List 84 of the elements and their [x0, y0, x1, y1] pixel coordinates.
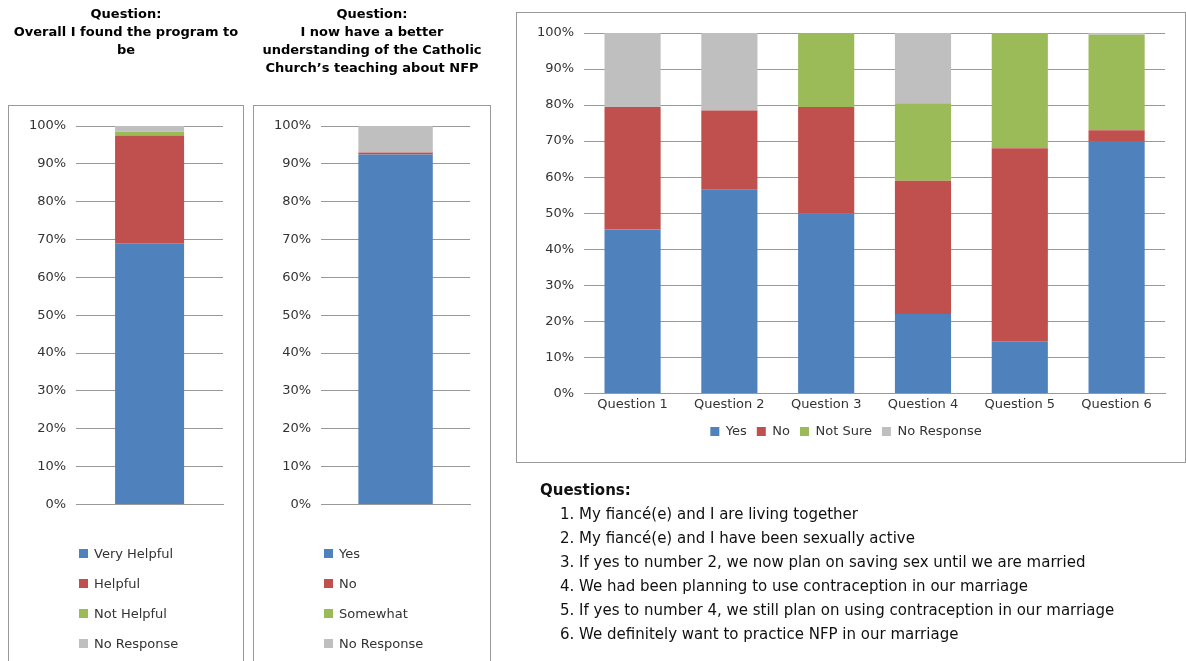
legend-label: No Response [94, 635, 179, 651]
y-tick-label: 40% [37, 344, 67, 360]
y-tick-label: 100% [273, 117, 312, 133]
text: 6. We definitely want to practice NFP in our marriage [559, 624, 960, 645]
chart-title: Question: Overall I found the program to be [12, 5, 240, 59]
bar [798, 213, 855, 393]
text: 5. If yes to number 4, we still plan on using contraception in our marriage [559, 600, 1115, 621]
legend-label: Very Helpful [94, 545, 174, 561]
text: 4. We had been planning to use contraception in our marriage [559, 576, 1029, 597]
bar [991, 33, 1048, 149]
text: 1. My fiancé(e) and I are living together [559, 504, 859, 525]
x-tick-label: Question 1 [597, 395, 668, 411]
x-tick-label: Question 3 [790, 395, 862, 411]
legend-label: Yes [724, 422, 748, 438]
y-tick-label: 0% [45, 495, 67, 511]
bar [1088, 141, 1145, 393]
y-tick-label: 90% [37, 155, 67, 171]
y-tick-label: 50% [37, 306, 67, 322]
bar [115, 135, 185, 244]
y-tick-label: 50% [282, 306, 312, 322]
y-tick-label: 10% [37, 457, 67, 473]
y-tick-label: 10% [545, 348, 575, 364]
bar [1088, 130, 1145, 142]
y-tick-label: 40% [545, 240, 575, 256]
y-tick-label: 90% [545, 60, 575, 76]
legend-label: No Response [897, 422, 982, 438]
legend-label: No Response [339, 635, 424, 651]
y-tick-label: 40% [282, 344, 312, 360]
y-tick-label: 100% [28, 117, 67, 133]
y-tick-label: 10% [282, 457, 312, 473]
legend-label: Not Helpful [94, 605, 167, 621]
y-tick-label: 70% [545, 132, 575, 148]
y-tick-label: 30% [282, 382, 312, 398]
y-tick-label: 70% [37, 230, 67, 246]
bar [115, 243, 185, 504]
y-tick-label: 30% [545, 276, 575, 292]
y-tick-label: 50% [545, 204, 575, 220]
y-tick-label: 80% [545, 96, 575, 112]
bar [701, 33, 758, 111]
y-tick-label: 0% [553, 384, 575, 400]
legend-label: Helpful [94, 575, 141, 591]
legend-label: Somewhat [339, 605, 408, 621]
x-tick-label: Question 5 [984, 395, 1056, 411]
bar [604, 229, 661, 393]
legend-label: No [339, 575, 357, 591]
text: 3. If yes to number 2, we now plan on saving sex until we are married [559, 552, 1087, 573]
bar [604, 33, 661, 107]
bar [991, 341, 1048, 393]
bar [358, 154, 433, 504]
x-tick-label: Question 4 [887, 395, 959, 411]
y-tick-label: 80% [282, 193, 312, 209]
bar [604, 106, 661, 230]
bar [894, 314, 952, 393]
y-tick-label: 30% [37, 382, 67, 398]
y-tick-label: 60% [37, 268, 67, 284]
bar [798, 33, 855, 107]
bar [991, 148, 1048, 342]
legend-label: No [772, 422, 791, 438]
bar [894, 103, 952, 181]
y-tick-label: 60% [545, 168, 575, 184]
legend-label: Yes [339, 545, 360, 561]
y-tick-label: 90% [282, 155, 312, 171]
bar [894, 180, 952, 315]
y-tick-label: 0% [290, 495, 312, 511]
bar [701, 189, 758, 393]
legend-label: Not Sure [815, 422, 872, 438]
text: Questions: [540, 480, 632, 501]
y-tick-label: 70% [282, 230, 312, 246]
bar [115, 126, 185, 132]
bar [358, 126, 433, 153]
y-tick-label: 100% [536, 24, 575, 40]
bar [701, 110, 758, 190]
y-tick-label: 80% [37, 193, 67, 209]
chart-title: Question: I now have a better understanding of the Catholic Church’s teaching about NFP [261, 5, 483, 77]
bar [798, 106, 855, 214]
bar [1088, 34, 1145, 131]
y-tick-label: 20% [37, 420, 67, 436]
x-tick-label: Question 6 [1081, 395, 1152, 411]
y-tick-label: 60% [282, 268, 312, 284]
x-tick-label: Question 2 [694, 395, 765, 411]
y-tick-label: 20% [282, 420, 312, 436]
text: 2. My fiancé(e) and I have been sexually active [559, 528, 916, 549]
y-tick-label: 20% [545, 312, 575, 328]
bar [894, 33, 952, 104]
